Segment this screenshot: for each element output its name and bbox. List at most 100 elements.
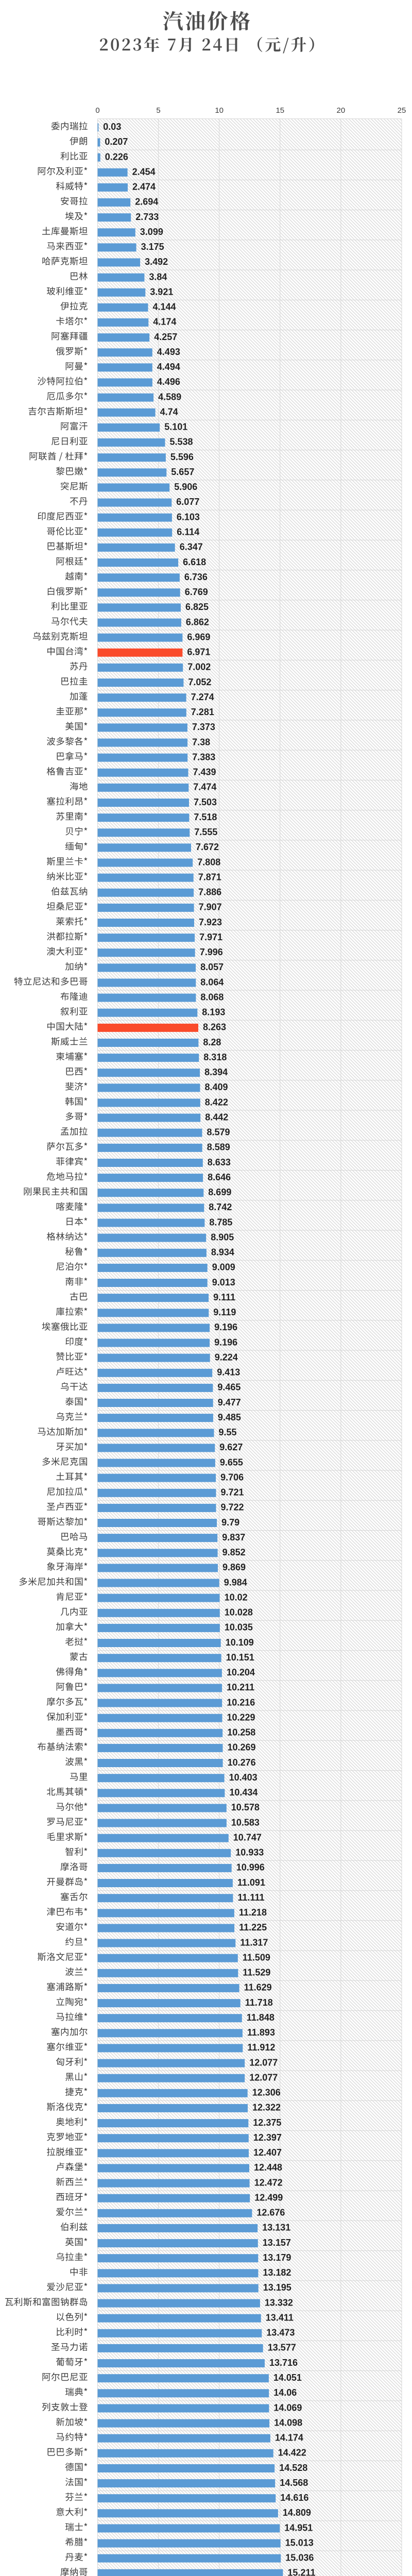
svg-text:7.886: 7.886 xyxy=(198,887,221,897)
svg-text:8.064: 8.064 xyxy=(200,977,224,987)
svg-text:2.694: 2.694 xyxy=(135,197,158,207)
svg-text:10: 10 xyxy=(215,106,224,115)
svg-text:11.893: 11.893 xyxy=(247,2027,275,2038)
svg-text:4.496: 4.496 xyxy=(157,377,180,387)
svg-text:13.179: 13.179 xyxy=(263,2252,291,2263)
svg-text:8.579: 8.579 xyxy=(207,1127,230,1138)
svg-text:15: 15 xyxy=(276,106,284,115)
svg-text:5.906: 5.906 xyxy=(174,482,197,492)
svg-text:9.013: 9.013 xyxy=(212,1277,235,1287)
svg-text:6.862: 6.862 xyxy=(186,617,209,627)
svg-text:2.474: 2.474 xyxy=(132,182,156,192)
svg-text:5.657: 5.657 xyxy=(171,467,194,477)
svg-text:8.318: 8.318 xyxy=(203,1052,227,1062)
svg-text:4.144: 4.144 xyxy=(153,302,176,312)
svg-text:12.077: 12.077 xyxy=(249,2057,278,2067)
svg-text:9.485: 9.485 xyxy=(218,1412,241,1422)
svg-text:12.077: 12.077 xyxy=(249,2073,278,2083)
svg-text:11.111: 11.111 xyxy=(237,1892,264,1903)
svg-text:0.226: 0.226 xyxy=(105,151,128,162)
svg-text:10.747: 10.747 xyxy=(233,1833,262,1843)
svg-text:10.583: 10.583 xyxy=(231,1817,260,1827)
svg-text:6.347: 6.347 xyxy=(180,542,203,552)
svg-text:10.276: 10.276 xyxy=(228,1757,256,1768)
svg-text:14.951: 14.951 xyxy=(284,2522,313,2533)
svg-text:15.036: 15.036 xyxy=(285,2553,314,2563)
svg-text:12.375: 12.375 xyxy=(253,2117,281,2128)
svg-text:13.716: 13.716 xyxy=(269,2358,298,2368)
svg-text:10.02: 10.02 xyxy=(225,1592,248,1602)
svg-text:11.529: 11.529 xyxy=(243,1968,270,1978)
svg-text:10.229: 10.229 xyxy=(227,1713,255,1723)
svg-text:9.55: 9.55 xyxy=(219,1427,237,1437)
svg-text:9.413: 9.413 xyxy=(217,1367,240,1378)
svg-text:4.174: 4.174 xyxy=(153,317,176,327)
svg-text:5.596: 5.596 xyxy=(170,452,194,462)
svg-text:9.224: 9.224 xyxy=(215,1352,238,1362)
svg-text:14.809: 14.809 xyxy=(283,2507,311,2518)
svg-text:12.448: 12.448 xyxy=(254,2162,282,2173)
svg-text:9.196: 9.196 xyxy=(214,1322,237,1332)
svg-text:6.114: 6.114 xyxy=(177,527,199,537)
svg-text:10.258: 10.258 xyxy=(227,1727,255,1738)
svg-text:8.193: 8.193 xyxy=(202,1007,225,1018)
svg-text:11.225: 11.225 xyxy=(239,1922,267,1933)
svg-text:13.411: 13.411 xyxy=(266,2313,294,2323)
svg-text:3.099: 3.099 xyxy=(140,227,163,237)
svg-text:12.472: 12.472 xyxy=(254,2177,283,2188)
svg-text:9.477: 9.477 xyxy=(218,1397,241,1408)
svg-text:14.174: 14.174 xyxy=(275,2433,303,2443)
svg-text:8.442: 8.442 xyxy=(205,1112,228,1122)
svg-text:9.837: 9.837 xyxy=(222,1532,245,1543)
svg-text:10.434: 10.434 xyxy=(229,1787,258,1798)
svg-text:6.736: 6.736 xyxy=(184,572,208,582)
svg-text:7.907: 7.907 xyxy=(199,902,222,912)
svg-text:6.103: 6.103 xyxy=(177,512,200,522)
svg-text:15.013: 15.013 xyxy=(285,2537,314,2548)
svg-text:8.699: 8.699 xyxy=(208,1187,231,1197)
svg-text:9.79: 9.79 xyxy=(221,1517,239,1528)
svg-text:6.769: 6.769 xyxy=(185,587,208,597)
svg-text:6.825: 6.825 xyxy=(185,602,209,612)
svg-text:9.119: 9.119 xyxy=(213,1307,236,1317)
svg-text:7.38: 7.38 xyxy=(192,737,210,747)
svg-text:11.317: 11.317 xyxy=(240,1937,268,1947)
svg-text:4.494: 4.494 xyxy=(157,362,180,372)
svg-text:4.257: 4.257 xyxy=(154,332,177,342)
svg-text:13.131: 13.131 xyxy=(262,2223,290,2233)
svg-text:14.098: 14.098 xyxy=(274,2417,302,2428)
svg-text:14.06: 14.06 xyxy=(273,2387,297,2398)
svg-text:12.322: 12.322 xyxy=(252,2103,281,2113)
svg-text:9.706: 9.706 xyxy=(220,1472,244,1482)
svg-text:12.397: 12.397 xyxy=(253,2132,282,2143)
svg-text:8.068: 8.068 xyxy=(200,992,224,1002)
svg-text:7.439: 7.439 xyxy=(193,767,216,777)
svg-text:20: 20 xyxy=(337,106,346,115)
svg-text:14.051: 14.051 xyxy=(273,2372,302,2383)
svg-text:10.028: 10.028 xyxy=(225,1607,253,1618)
svg-text:2.733: 2.733 xyxy=(135,212,159,222)
svg-text:13.182: 13.182 xyxy=(263,2267,291,2278)
svg-text:10.216: 10.216 xyxy=(227,1697,255,1707)
svg-text:8.742: 8.742 xyxy=(209,1202,232,1212)
svg-text:12.676: 12.676 xyxy=(256,2208,285,2218)
svg-text:11.629: 11.629 xyxy=(244,1982,272,1993)
svg-text:6.618: 6.618 xyxy=(183,557,206,567)
svg-text:10.578: 10.578 xyxy=(231,1802,260,1812)
svg-text:7.923: 7.923 xyxy=(199,917,222,927)
svg-text:12.407: 12.407 xyxy=(253,2147,282,2158)
svg-text:11.218: 11.218 xyxy=(239,1907,267,1918)
svg-text:4.589: 4.589 xyxy=(158,392,181,402)
svg-text:0: 0 xyxy=(95,106,99,115)
svg-text:13.332: 13.332 xyxy=(265,2297,293,2308)
svg-text:11.509: 11.509 xyxy=(243,1953,270,1963)
svg-text:9.196: 9.196 xyxy=(214,1337,237,1347)
svg-text:10.204: 10.204 xyxy=(227,1667,255,1677)
svg-text:14.422: 14.422 xyxy=(278,2448,306,2458)
svg-text:12.306: 12.306 xyxy=(252,2088,281,2098)
svg-text:9.722: 9.722 xyxy=(221,1502,244,1513)
svg-text:9.627: 9.627 xyxy=(219,1442,243,1452)
svg-text:7.002: 7.002 xyxy=(187,662,211,672)
svg-text:14.616: 14.616 xyxy=(280,2493,308,2503)
svg-text:8.28: 8.28 xyxy=(203,1037,221,1047)
